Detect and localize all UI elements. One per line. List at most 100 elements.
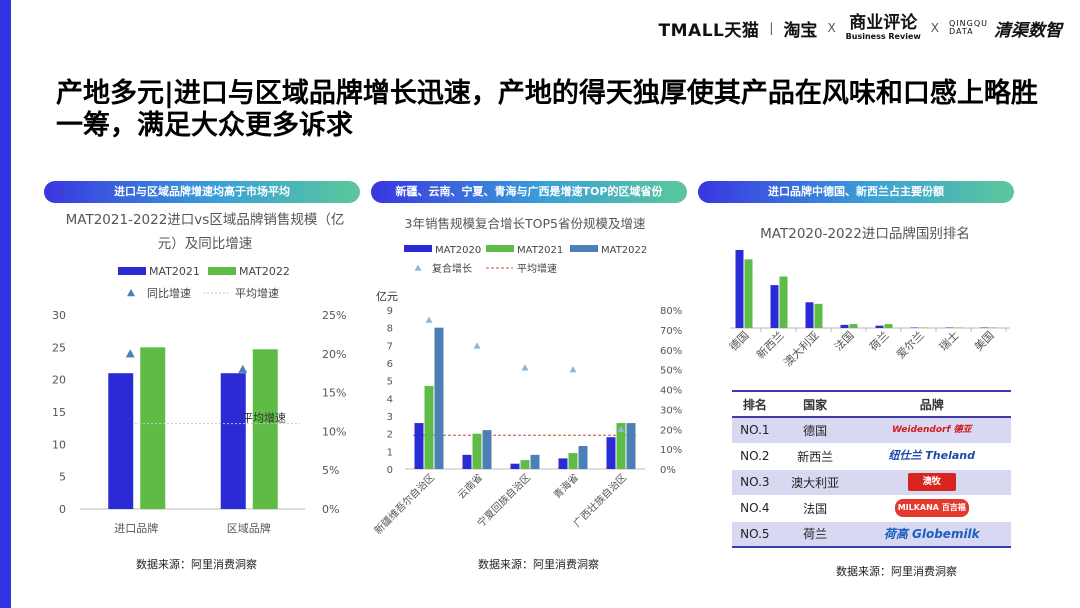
chart1-y-tick: 15 <box>52 406 66 419</box>
chart3-x-tick: 瑞士 <box>936 328 961 353</box>
chart1-y2-tick: 10% <box>322 425 346 438</box>
chart1-growth-marker <box>238 364 248 373</box>
chart3-x-tick: 美国 <box>972 329 997 354</box>
chart2-growth-marker <box>569 366 577 373</box>
table-row: NO.1 德国 Weidendorf 德亚 <box>732 417 1011 444</box>
chart2-y2-tick: 30% <box>660 405 682 416</box>
milkana-logo: MILKANA 百吉福 <box>894 499 969 517</box>
country-cell: 德国 <box>777 417 853 444</box>
table-row: NO.3 澳大利亚 澳牧 <box>732 469 1011 496</box>
rank-cell: NO.5 <box>732 521 778 548</box>
weidendorf-logo: Weidendorf 德亚 <box>891 425 972 436</box>
table-header-row: 排名 国家 品牌 <box>732 390 1011 418</box>
chart2-growth-marker <box>521 364 529 371</box>
chart2-bar <box>626 423 636 469</box>
chart3-x-tick: 新西兰 <box>753 328 786 361</box>
chart2-bar <box>606 437 616 469</box>
chart3-bar <box>744 259 753 328</box>
chart1-title: MAT2021-2022进口vs区域品牌销售规模（亿元）及同比增速 <box>65 212 345 252</box>
source-note-2: 数据来源：阿里消费洞察 <box>478 558 599 571</box>
chart1-x-tick: 进口品牌 <box>114 521 158 535</box>
chart1-y2-tick: 0% <box>322 503 339 516</box>
source-note-1: 数据来源：阿里消费洞察 <box>136 558 257 571</box>
table-header-country: 国家 <box>777 390 853 418</box>
chart2-legend-label: 平均增速 <box>517 262 557 275</box>
chart3-bar <box>919 327 928 328</box>
brand-cell: MILKANA 百吉福 <box>852 495 1011 522</box>
qingqu-en-1: QINGQU <box>949 19 988 29</box>
chart2-bar <box>520 460 530 469</box>
section-pill-3: 进口品牌中德国、新西兰占主要份额 <box>698 181 1014 203</box>
business-review-en: Business Review <box>845 32 921 41</box>
chart2-bar <box>616 423 626 469</box>
theland-logo: 纽仕兰 Theland <box>888 449 975 462</box>
chart1-bar <box>220 373 246 509</box>
chart2-y2-tick: 80% <box>660 306 682 317</box>
chart2-bar <box>578 446 588 469</box>
chart2-legend-label: MAT2020 <box>435 245 481 256</box>
chart1-y-tick: 30 <box>52 309 66 322</box>
chart1-legend-swatch <box>118 267 146 275</box>
table-row: NO.4 法国 MILKANA 百吉福 <box>732 495 1011 522</box>
chart2-bar <box>482 430 492 469</box>
chart1-y-tick: 10 <box>52 438 66 451</box>
chart1-y-tick: 25 <box>52 341 66 354</box>
rank-cell: NO.3 <box>732 469 778 496</box>
chart2-legend-swatch <box>486 245 514 252</box>
chart2-y-tick: 1 <box>387 447 393 458</box>
chart3-bar <box>945 327 954 328</box>
chart3-bar <box>805 302 814 328</box>
chart1-legend-label: MAT2021 <box>149 265 200 278</box>
rank-cell: NO.1 <box>732 417 778 444</box>
chart3-x-tick: 德国 <box>726 328 751 353</box>
chart1-y-tick: 0 <box>59 503 66 516</box>
chart1-bar <box>140 347 166 509</box>
chart1-legend-label: 平均增速 <box>235 286 279 300</box>
chart2-y2-tick: 40% <box>660 386 682 397</box>
chart1-y2-tick: 25% <box>322 309 346 322</box>
chart2-bar <box>414 423 424 469</box>
chart1-legend-swatch <box>208 267 236 275</box>
chart2-bar <box>434 327 444 469</box>
chart2-bar <box>424 385 434 469</box>
chart2-legend-label: MAT2022 <box>601 245 647 256</box>
chart2-y2-tick: 0% <box>660 465 676 476</box>
chart3-bar <box>875 325 884 328</box>
chart1-y-tick: 20 <box>52 374 66 387</box>
chart2-x-tick: 青海省 <box>551 471 581 501</box>
chart2-legend-triangle-icon <box>414 264 422 271</box>
country-cell: 法国 <box>777 495 853 522</box>
chart2-bar <box>462 454 472 469</box>
chart1-legend-label: 同比增速 <box>147 286 191 300</box>
chart2-y2-tick: 60% <box>660 346 682 357</box>
country-cell: 澳大利亚 <box>777 469 853 496</box>
logo-separator: X <box>827 21 836 35</box>
chart2-y-tick: 5 <box>387 377 393 388</box>
chart3-bar <box>980 327 989 328</box>
chart2-legend-swatch <box>404 245 432 252</box>
qingqu-logo-cn: 清渠数智 <box>994 20 1062 41</box>
section-pill-1: 进口与区域品牌增速均高于市场平均 <box>44 181 360 203</box>
tmall-logo: TMALL天猫 <box>658 20 760 41</box>
chart3-bar <box>779 276 788 328</box>
chart2-legend-label: MAT2021 <box>517 245 563 256</box>
chart2-y2-tick: 70% <box>660 326 682 337</box>
logo-separator-2: X <box>930 21 939 35</box>
chart2-y-tick: 7 <box>387 341 393 352</box>
chart3-bar <box>840 324 849 328</box>
rank-cell: NO.4 <box>732 495 778 522</box>
taobao-logo: 淘宝 <box>783 20 818 41</box>
chart2-legend-swatch <box>570 245 598 252</box>
chart3-bar <box>910 327 919 328</box>
chart3-x-tick: 澳大利亚 <box>781 328 822 369</box>
chart1-bar <box>252 349 278 509</box>
chart1-y2-tick: 5% <box>322 464 339 477</box>
chart2-bar <box>510 463 520 469</box>
chart2-bar <box>558 458 568 469</box>
chart3-bar <box>814 303 823 328</box>
partner-logos: TMALL天猫 | 淘宝 X 商业评论 Business Review X QI… <box>659 14 1062 42</box>
table-row: NO.5 荷兰 荷高 Globemilk <box>732 521 1011 548</box>
brand-cell: 澳牧 <box>852 469 1011 496</box>
chart2-y-tick: 2 <box>387 430 393 441</box>
